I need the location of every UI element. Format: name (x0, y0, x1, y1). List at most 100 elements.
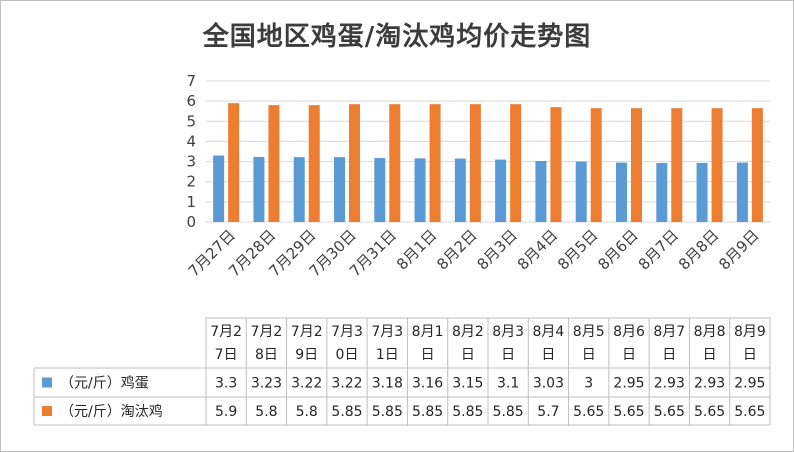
table-header-cell: 日 (582, 347, 596, 363)
bar-egg (616, 162, 627, 222)
legend-swatch (42, 406, 52, 416)
x-tick-label: 8月5日 (554, 226, 601, 273)
y-tick-label: 0 (186, 213, 196, 231)
bar-hen (631, 108, 642, 222)
table-value-cell: 5.8 (296, 404, 318, 420)
table-header-cell: 日 (743, 347, 757, 363)
bar-egg (454, 158, 466, 222)
table-value-cell: 5.7 (537, 404, 559, 420)
bar-egg (213, 155, 225, 222)
y-tick-label: 3 (186, 153, 196, 171)
bar-hen (429, 104, 441, 222)
table-header-cell: 日 (421, 347, 435, 363)
table-value-cell: 3.22 (331, 376, 362, 392)
table-value-cell: 5.85 (493, 404, 524, 420)
table-value-cell: 5.65 (573, 404, 604, 420)
table-header-cell: 8日 (255, 347, 278, 363)
x-tick-label: 8月3日 (474, 226, 521, 273)
table-header-cell: 日 (703, 347, 717, 363)
table-value-cell: 3.23 (251, 376, 282, 392)
table-value-cell: 2.93 (694, 376, 725, 392)
bar-hen (389, 104, 401, 222)
table-header-cell: 8月2 (452, 324, 484, 340)
legend-label: （元/斤）淘汰鸡 (60, 403, 163, 420)
y-tick-label: 1 (186, 193, 196, 211)
table-value-cell: 5.85 (331, 404, 362, 420)
x-tick-label: 8月6日 (594, 226, 641, 273)
bar-egg (334, 157, 345, 222)
table-value-cell: 5.8 (255, 404, 277, 420)
bar-egg (414, 158, 426, 222)
table-header-cell: 8月4 (533, 324, 565, 340)
table-header-cell: 9日 (295, 347, 318, 363)
bar-hen (711, 108, 723, 222)
table-value-cell: 5.85 (412, 404, 443, 420)
bar-hen (751, 108, 763, 222)
table-header-cell: 日 (541, 347, 555, 363)
y-tick-label: 6 (186, 92, 196, 110)
table-header-cell: 日 (461, 347, 475, 363)
legend-swatch (42, 377, 52, 388)
table-value-cell: 3.22 (291, 376, 322, 392)
x-tick-label: 8月1日 (393, 226, 440, 273)
bar-hen (590, 108, 602, 222)
table-value-cell: 3.3 (215, 376, 237, 392)
table-header-cell: 8月3 (492, 324, 524, 340)
table-header-cell: 7月3 (331, 324, 363, 340)
legend-label: （元/斤）鸡蛋 (60, 375, 149, 392)
y-tick-label: 4 (186, 132, 196, 150)
table-header-cell: 8月6 (613, 324, 645, 340)
bar-hen (268, 105, 280, 222)
x-tick-label: 8月8日 (675, 226, 722, 273)
table-value-cell: 3.18 (372, 376, 403, 392)
x-tick-label: 8月7日 (635, 226, 682, 273)
x-tick-label: 8月4日 (514, 226, 561, 273)
table-value-cell: 5.65 (694, 404, 725, 420)
bar-hen (469, 104, 481, 222)
bar-egg (374, 157, 386, 222)
table-header-cell: 日 (662, 347, 676, 363)
table-header-cell: 7日 (215, 347, 238, 363)
y-tick-label: 7 (186, 72, 196, 90)
bar-hen (349, 104, 360, 222)
y-tick-label: 5 (186, 112, 196, 130)
x-tick-label: 8月9日 (715, 226, 762, 273)
table-value-cell: 3.03 (533, 376, 564, 392)
bar-egg (696, 162, 708, 222)
bar-hen (550, 107, 562, 222)
table-header-cell: 7月2 (291, 324, 323, 340)
table-value-cell: 3.16 (412, 376, 443, 392)
table-value-cell: 5.85 (372, 404, 403, 420)
table-header-cell: 8月9 (734, 324, 766, 340)
bar-hen (228, 103, 240, 222)
table-header-cell: 7月2 (210, 324, 242, 340)
bar-egg (575, 161, 587, 222)
table-value-cell: 2.95 (734, 376, 765, 392)
table-header-cell: 日 (501, 347, 515, 363)
bar-egg (495, 159, 507, 222)
bar-egg (293, 157, 305, 222)
table-value-cell: 5.9 (215, 404, 237, 420)
bar-hen (510, 104, 522, 222)
table-header-cell: 0日 (336, 347, 359, 363)
table-value-cell: 3.15 (452, 376, 483, 392)
bar-egg (736, 162, 748, 222)
table-value-cell: 5.65 (734, 404, 765, 420)
table-value-cell: 3 (584, 376, 593, 392)
bar-hen (308, 105, 320, 222)
table-header-cell: 7月2 (251, 324, 283, 340)
table-value-cell: 3.1 (497, 376, 519, 392)
table-header-cell: 8月7 (653, 324, 685, 340)
table-value-cell: 2.95 (613, 376, 644, 392)
table-header-cell: 8月5 (573, 324, 605, 340)
table-header-cell: 7月3 (371, 324, 403, 340)
x-tick-label: 8月2日 (433, 226, 480, 273)
table-value-cell: 5.65 (613, 404, 644, 420)
table-header-cell: 日 (622, 347, 636, 363)
bar-egg (253, 156, 265, 222)
table-header-cell: 1日 (376, 347, 399, 363)
y-tick-label: 2 (186, 173, 196, 191)
chart-title: 全国地区鸡蛋/淘汰鸡均价走势图 (202, 22, 592, 52)
table-value-cell: 5.85 (452, 404, 483, 420)
